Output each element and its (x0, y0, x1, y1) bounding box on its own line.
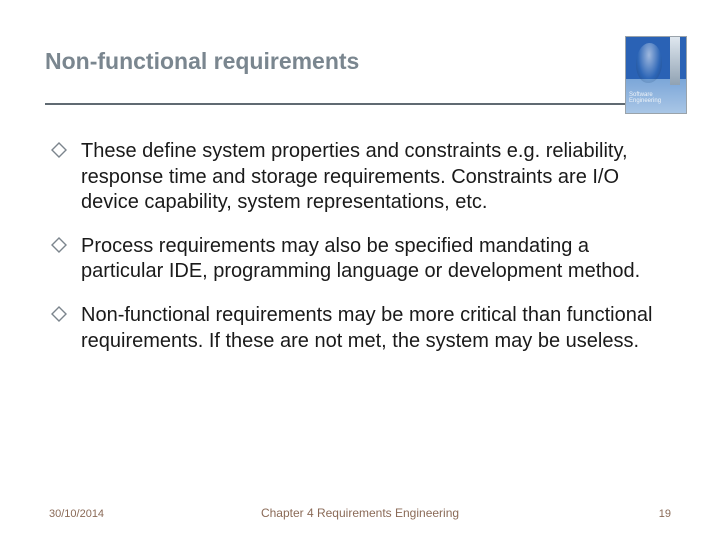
list-item: These define system properties and const… (51, 139, 675, 216)
list-item: Process requirements may also be specifi… (51, 234, 675, 285)
book-cover-thumbnail: Software Engineering (625, 36, 687, 114)
bullet-text: Non-functional requirements may be more … (81, 304, 652, 352)
list-item: Non-functional requirements may be more … (51, 303, 675, 354)
diamond-bullet-icon (51, 306, 67, 322)
footer-chapter: Chapter 4 Requirements Engineering (45, 506, 675, 520)
bullet-text: These define system properties and const… (81, 140, 628, 213)
slide-header: Non-functional requirements Software Eng… (45, 30, 675, 105)
footer-page-number: 19 (659, 508, 671, 520)
header-rule (45, 103, 685, 105)
diamond-bullet-icon (51, 142, 67, 158)
slide: Non-functional requirements Software Eng… (0, 0, 720, 540)
bullet-text: Process requirements may also be specifi… (81, 235, 640, 283)
book-cover-caption: Software Engineering (629, 92, 683, 105)
slide-body: These define system properties and const… (45, 105, 675, 354)
bullet-list: These define system properties and const… (45, 139, 675, 354)
slide-footer: 30/10/2014 Chapter 4 Requirements Engine… (45, 500, 675, 520)
slide-title: Non-functional requirements (45, 30, 675, 75)
diamond-bullet-icon (51, 237, 67, 253)
